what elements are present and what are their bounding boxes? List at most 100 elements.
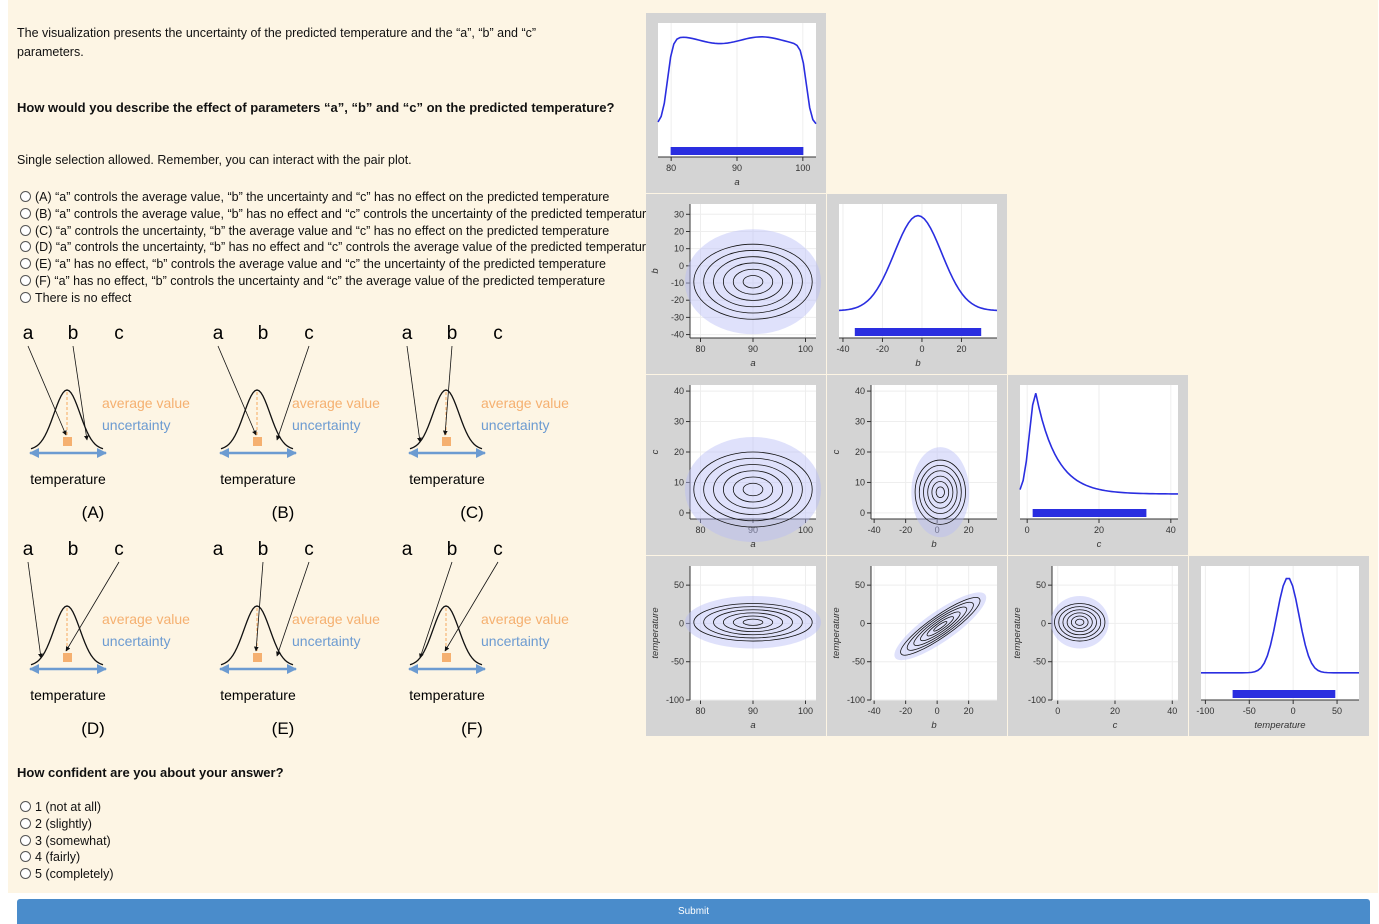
x-tick-label: 0 (919, 344, 924, 354)
effect-arrow (73, 346, 87, 440)
y-axis-label: b (650, 268, 661, 273)
radio-button[interactable] (20, 835, 31, 846)
uncertainty-label: uncertainty (481, 417, 549, 433)
effect-arrow (218, 346, 256, 435)
radio-button[interactable] (20, 208, 31, 219)
x-tick-label: 40 (1167, 706, 1177, 716)
pair-panel: 02040c (1008, 375, 1188, 555)
radio-option[interactable]: 4 (fairly) (20, 850, 80, 864)
effect-arrow (420, 562, 452, 658)
x-tick-label: 100 (798, 344, 813, 354)
option-label: 1 (not at all) (35, 800, 101, 814)
axis-label: temperature (30, 471, 106, 487)
page: The visualization presents the uncertain… (0, 0, 1379, 924)
average-label: average value (481, 611, 569, 627)
x-axis-label: temperature (1254, 720, 1305, 731)
y-tick-label: -50 (852, 657, 865, 667)
pair-panel: -100-50050temperature (1189, 556, 1369, 736)
average-label: average value (102, 611, 190, 627)
average-label: average value (102, 395, 190, 411)
x-tick-label: -20 (899, 525, 912, 535)
parameter-label: c (493, 323, 503, 344)
radio-option[interactable]: 2 (slightly) (20, 817, 92, 831)
average-label: average value (292, 395, 380, 411)
axis-label: temperature (220, 687, 296, 703)
radio-option[interactable]: (E) “a” has no effect, “b” controls the … (20, 257, 606, 271)
option-label: There is no effect (35, 291, 131, 305)
x-tick-label: 0 (1025, 525, 1030, 535)
x-tick-label: 80 (695, 344, 705, 354)
radio-button[interactable] (20, 225, 31, 236)
radio-option[interactable]: (A) “a” controls the average value, “b” … (20, 190, 609, 204)
parameter-label: a (213, 323, 224, 344)
confidence-question: How confident are you about your answer? (17, 763, 284, 782)
x-tick-label: 80 (666, 163, 676, 173)
radio-option[interactable]: (F) “a” has no effect, “b” controls the … (20, 274, 605, 288)
radio-option[interactable]: (B) “a” controls the average value, “b” … (20, 207, 653, 221)
y-tick-label: -50 (1033, 657, 1046, 667)
x-tick-label: 100 (798, 706, 813, 716)
diagram-caption: (C) (460, 503, 484, 522)
mean-marker (442, 437, 451, 446)
diagram-caption: (B) (272, 503, 295, 522)
radio-option[interactable]: (D) “a” controls the uncertainty, “b” ha… (20, 240, 653, 254)
axis-label: temperature (220, 471, 296, 487)
y-tick-label: 20 (674, 447, 684, 457)
x-axis-label: c (1113, 720, 1118, 731)
radio-option[interactable]: 5 (completely) (20, 867, 114, 881)
x-tick-label: -40 (868, 525, 881, 535)
parameter-label: a (213, 539, 224, 560)
radio-button[interactable] (20, 258, 31, 269)
x-tick-label: -20 (899, 706, 912, 716)
y-tick-label: -100 (1028, 695, 1046, 705)
parameter-label: c (114, 323, 124, 344)
radio-button[interactable] (20, 851, 31, 862)
axis-label: temperature (409, 471, 485, 487)
y-tick-label: 10 (674, 477, 684, 487)
radio-option[interactable]: 3 (somewhat) (20, 834, 111, 848)
effect-arrow (28, 346, 66, 435)
mean-marker (63, 653, 72, 662)
parameter-label: c (114, 539, 124, 560)
parameter-label: b (258, 323, 269, 344)
radio-option[interactable]: There is no effect (20, 291, 131, 305)
y-tick-label: 0 (679, 508, 684, 518)
radio-button[interactable] (20, 801, 31, 812)
y-tick-label: 30 (855, 417, 865, 427)
effect-arrow (407, 346, 420, 442)
y-axis-label: temperature (650, 607, 661, 658)
submit-button[interactable]: Submit (17, 899, 1370, 924)
y-axis-label: c (831, 449, 842, 454)
y-tick-label: 0 (679, 618, 684, 628)
radio-button[interactable] (20, 241, 31, 252)
x-tick-label: 80 (695, 525, 705, 535)
y-tick-label: -20 (671, 295, 684, 305)
parameter-label: a (402, 323, 413, 344)
radio-button[interactable] (20, 818, 31, 829)
radio-option[interactable]: (C) “a” controls the uncertainty, “b” th… (20, 224, 609, 238)
option-label: (B) “a” controls the average value, “b” … (35, 207, 653, 221)
x-tick-label: 20 (964, 706, 974, 716)
radio-button[interactable] (20, 275, 31, 286)
radio-button[interactable] (20, 868, 31, 879)
x-axis-label: a (750, 720, 755, 731)
parameter-label: a (23, 323, 34, 344)
radio-button[interactable] (20, 292, 31, 303)
rug (1233, 690, 1336, 698)
mean-marker (253, 437, 262, 446)
y-tick-label: 30 (674, 417, 684, 427)
diagram-caption: (D) (81, 719, 105, 738)
x-axis-label: b (931, 539, 936, 550)
radio-button[interactable] (20, 191, 31, 202)
y-tick-label: 30 (674, 209, 684, 219)
y-axis-label: temperature (831, 607, 842, 658)
x-tick-label: -100 (1196, 706, 1214, 716)
x-tick-label: 20 (1110, 706, 1120, 716)
y-tick-label: -100 (847, 695, 865, 705)
option-label: (C) “a” controls the uncertainty, “b” th… (35, 224, 609, 238)
mean-marker (253, 653, 262, 662)
radio-option[interactable]: 1 (not at all) (20, 800, 101, 814)
